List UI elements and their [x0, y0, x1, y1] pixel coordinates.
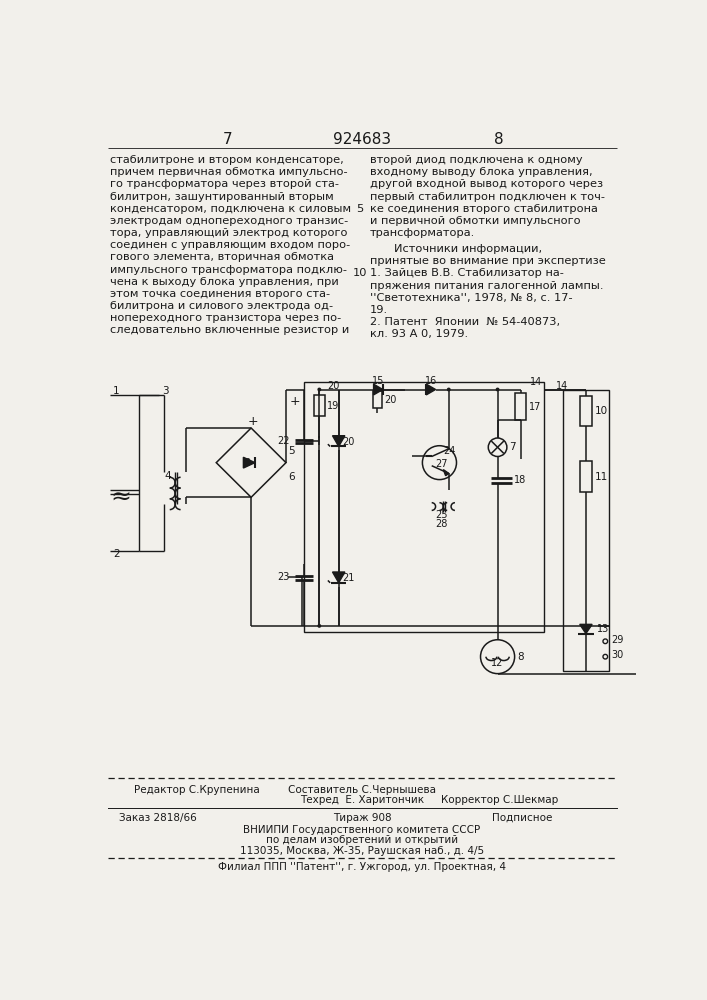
Bar — [314, 395, 325, 416]
Text: билитрон, зашунтированный вторым: билитрон, зашунтированный вторым — [110, 192, 334, 202]
Text: 1: 1 — [113, 386, 119, 396]
Text: 5: 5 — [288, 446, 295, 456]
Text: Составитель С.Чернышева: Составитель С.Чернышева — [288, 785, 436, 795]
Text: 9: 9 — [244, 458, 250, 468]
Text: 13: 13 — [597, 624, 609, 634]
Text: Заказ 2818/66: Заказ 2818/66 — [119, 813, 197, 823]
Text: 15: 15 — [372, 376, 385, 386]
Text: этом точка соединения второго ста-: этом точка соединения второго ста- — [110, 289, 330, 299]
Text: кл. 93 А 0, 1979.: кл. 93 А 0, 1979. — [370, 329, 468, 339]
Text: Корректор С.Шекмар: Корректор С.Шекмар — [440, 795, 558, 805]
Text: билитрона и силового электрода од-: билитрона и силового электрода од- — [110, 301, 333, 311]
Polygon shape — [426, 384, 436, 395]
Circle shape — [317, 624, 321, 628]
Text: второй диод подключена к одному: второй диод подключена к одному — [370, 155, 583, 165]
Text: +: + — [290, 395, 300, 408]
Text: электродам однопереходного транзис-: электродам однопереходного транзис- — [110, 216, 349, 226]
Bar — [515, 393, 526, 420]
Text: Тираж 908: Тираж 908 — [332, 813, 391, 823]
Polygon shape — [243, 457, 255, 468]
Text: Источники информации,: Источники информации, — [394, 244, 542, 254]
Text: первый стабилитрон подключен к точ-: первый стабилитрон подключен к точ- — [370, 192, 604, 202]
Text: 18: 18 — [514, 475, 526, 485]
Text: соединен с управляющим входом поро-: соединен с управляющим входом поро- — [110, 240, 351, 250]
Text: стабилитроне и втором конденсаторе,: стабилитроне и втором конденсаторе, — [110, 155, 344, 165]
Text: 17: 17 — [529, 402, 541, 412]
Text: 20: 20 — [385, 395, 397, 405]
Text: 27: 27 — [436, 459, 448, 469]
Text: по делам изобретений и открытий: по делам изобретений и открытий — [266, 835, 458, 845]
Text: другой входной вывод которого через: другой входной вывод которого через — [370, 179, 603, 189]
Text: 113035, Москва, Ж-35, Раушская наб., д. 4/5: 113035, Москва, Ж-35, Раушская наб., д. … — [240, 846, 484, 856]
Polygon shape — [373, 384, 383, 395]
Polygon shape — [580, 624, 592, 634]
Circle shape — [447, 388, 450, 391]
Text: ''Светотехника'', 1978, № 8, с. 17-: ''Светотехника'', 1978, № 8, с. 17- — [370, 293, 573, 303]
Text: 29: 29 — [612, 635, 624, 645]
Text: 22: 22 — [277, 436, 290, 446]
Text: 20: 20 — [327, 381, 339, 391]
Bar — [563, 389, 609, 671]
Text: 7: 7 — [223, 132, 233, 147]
Text: 23: 23 — [278, 572, 290, 582]
Polygon shape — [332, 572, 345, 583]
Polygon shape — [332, 436, 345, 446]
Bar — [373, 391, 382, 408]
Text: гового элемента, вторичная обмотка: гового элемента, вторичная обмотка — [110, 252, 334, 262]
Bar — [580, 396, 592, 426]
Circle shape — [496, 388, 500, 391]
Text: 12: 12 — [491, 658, 504, 668]
Text: Техред  Е. Харитончик: Техред Е. Харитончик — [300, 795, 424, 805]
Text: тора, управляющий электрод которого: тора, управляющий электрод которого — [110, 228, 348, 238]
Text: ≈: ≈ — [110, 485, 131, 509]
Text: нопереходного транзистора через по-: нопереходного транзистора через по- — [110, 313, 341, 323]
Text: 2. Патент  Японии  № 54-40873,: 2. Патент Японии № 54-40873, — [370, 317, 560, 327]
Text: 24: 24 — [443, 446, 456, 456]
Text: 30: 30 — [612, 650, 624, 660]
Text: 20: 20 — [343, 437, 355, 447]
Text: +: + — [247, 415, 258, 428]
Text: 4: 4 — [165, 471, 172, 481]
Text: следовательно включенные резистор и: следовательно включенные резистор и — [110, 325, 349, 335]
Text: 21: 21 — [343, 573, 355, 583]
Text: импульсного трансформатора подклю-: импульсного трансформатора подклю- — [110, 265, 347, 275]
Text: 7: 7 — [509, 442, 516, 452]
Text: Редактор С.Крупенина: Редактор С.Крупенина — [134, 785, 259, 795]
Text: 28: 28 — [436, 519, 448, 529]
Text: 11: 11 — [595, 472, 609, 482]
Text: 25: 25 — [436, 510, 448, 520]
Text: 14: 14 — [556, 381, 568, 391]
Text: 10: 10 — [595, 406, 608, 416]
Text: Филиал ППП ''Патент'', г. Ужгород, ул. Проектная, 4: Филиал ППП ''Патент'', г. Ужгород, ул. П… — [218, 862, 506, 872]
Text: 16: 16 — [425, 376, 437, 386]
Text: принятые во внимание при экспертизе: принятые во внимание при экспертизе — [370, 256, 605, 266]
Polygon shape — [443, 470, 449, 476]
Text: чена к выходу блока управления, при: чена к выходу блока управления, при — [110, 277, 339, 287]
Text: 2: 2 — [113, 549, 119, 559]
Text: 8: 8 — [494, 132, 504, 147]
Bar — [580, 461, 592, 492]
Text: причем первичная обмотка импульсно-: причем первичная обмотка импульсно- — [110, 167, 348, 177]
Text: 14: 14 — [530, 377, 542, 387]
Text: 1. Зайцев В.В. Стабилизатор на-: 1. Зайцев В.В. Стабилизатор на- — [370, 268, 563, 278]
Text: пряжения питания галогенной лампы.: пряжения питания галогенной лампы. — [370, 281, 603, 291]
Text: 6: 6 — [288, 472, 295, 482]
Text: и первичной обмотки импульсного: и первичной обмотки импульсного — [370, 216, 580, 226]
Text: 5: 5 — [356, 204, 363, 214]
Text: входному выводу блока управления,: входному выводу блока управления, — [370, 167, 592, 177]
Text: трансформатора.: трансформатора. — [370, 228, 475, 238]
Text: 8: 8 — [518, 652, 525, 662]
Text: ВНИИПИ Государственного комитета СССР: ВНИИПИ Государственного комитета СССР — [243, 825, 481, 835]
Text: го трансформатора через второй ста-: го трансформатора через второй ста- — [110, 179, 339, 189]
Text: 19.: 19. — [370, 305, 388, 315]
Text: ке соединения второго стабилитрона: ке соединения второго стабилитрона — [370, 204, 597, 214]
Text: 924683: 924683 — [333, 132, 391, 147]
Circle shape — [317, 388, 321, 391]
Text: 10: 10 — [352, 268, 367, 278]
Bar — [304, 382, 544, 632]
Text: 19: 19 — [327, 401, 339, 411]
Text: конденсатором, подключена к силовым: конденсатором, подключена к силовым — [110, 204, 351, 214]
Text: 3: 3 — [163, 386, 169, 396]
Text: Подписное: Подписное — [492, 813, 553, 823]
